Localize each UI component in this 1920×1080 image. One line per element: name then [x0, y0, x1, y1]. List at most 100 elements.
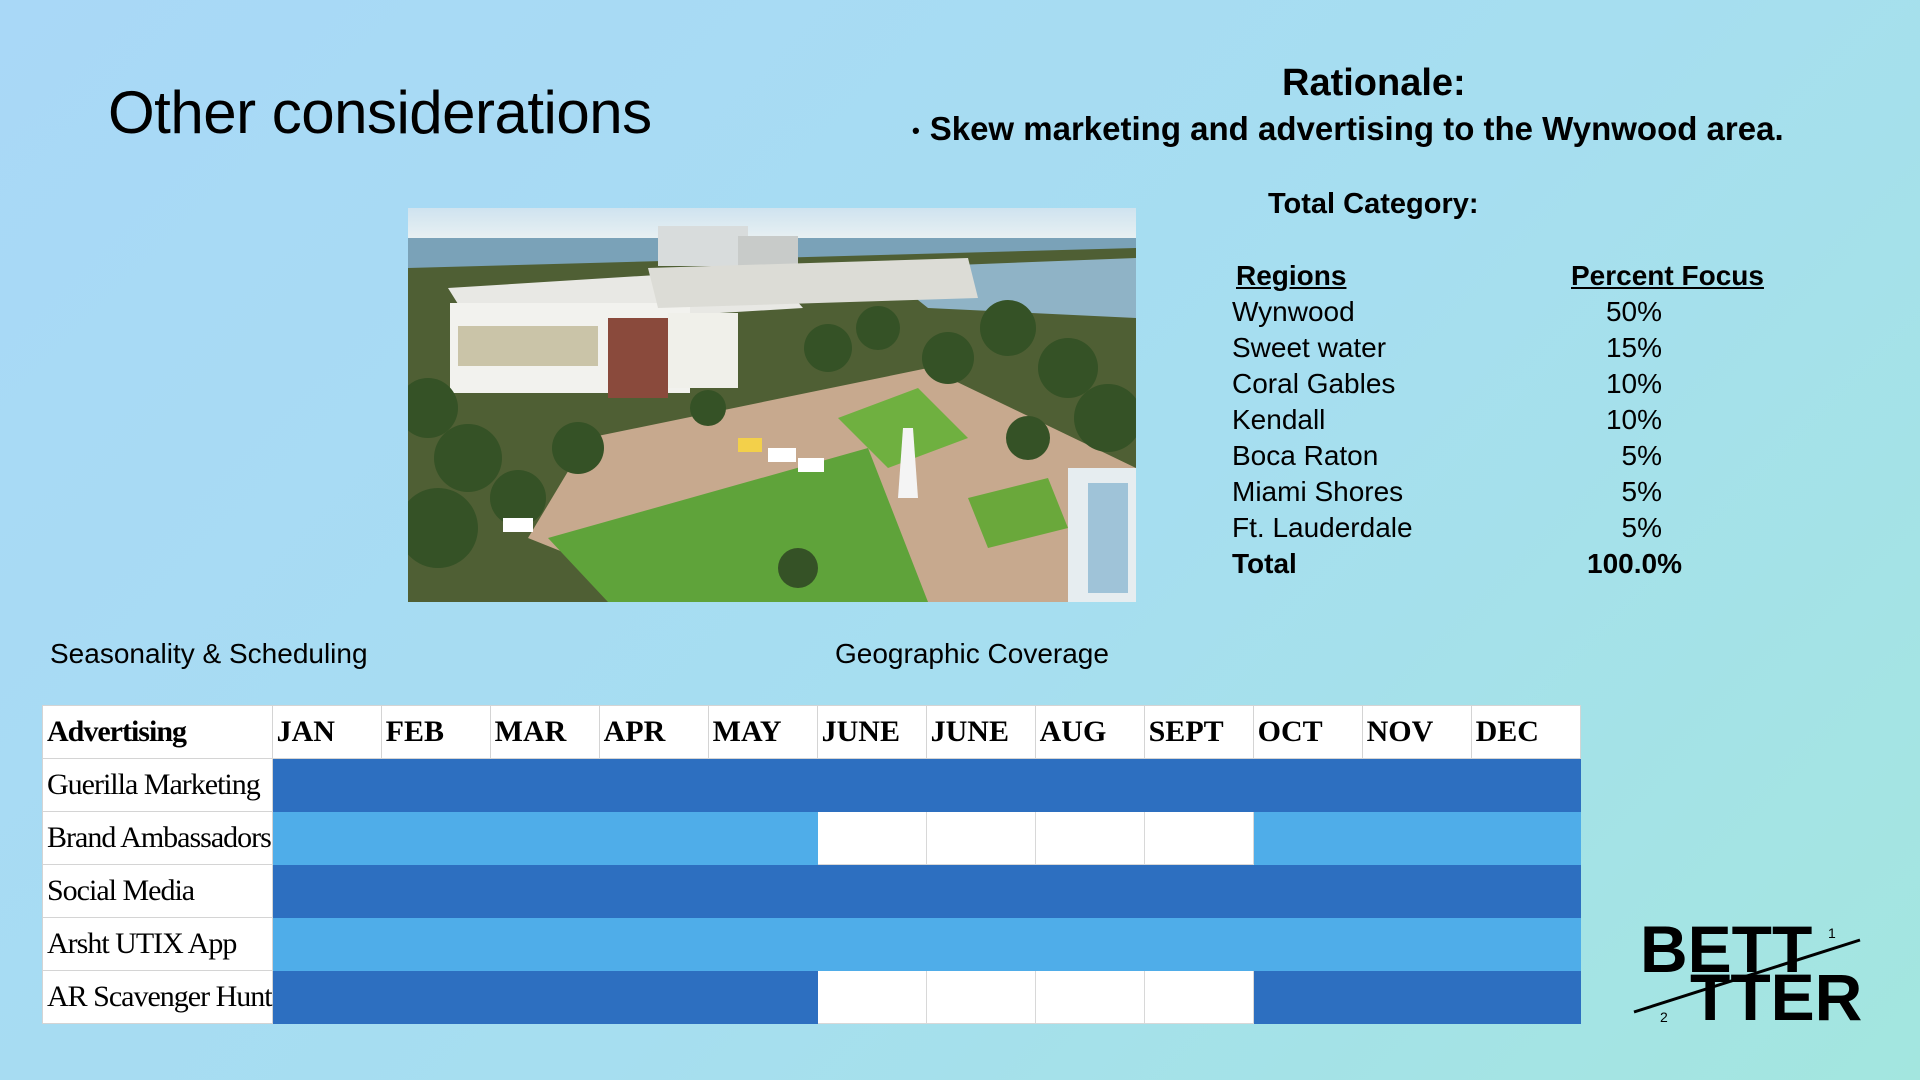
schedule-row: Arsht UTIX App: [42, 917, 1581, 971]
schedule-cell: [1361, 970, 1472, 1024]
region-row: Kendall 10%: [1232, 404, 1662, 435]
seasonality-label: Seasonality & Scheduling: [50, 638, 368, 669]
region-total-row: Total 100.0%: [1232, 548, 1682, 579]
schedule-cell: [1252, 864, 1363, 918]
month-header: AUG: [1034, 705, 1145, 759]
logo-sub-text: 2: [1660, 1009, 1668, 1025]
schedule-cell: [1361, 811, 1472, 865]
schedule-row: Guerilla Marketing: [42, 758, 1581, 812]
schedule-cell: [1470, 864, 1581, 918]
schedule-cell: [925, 917, 1036, 971]
regions-column-header: Regions: [1236, 260, 1347, 291]
schedule-cell: [598, 758, 709, 812]
region-row: Sweet water 15%: [1232, 332, 1662, 363]
schedule-cell: [1143, 970, 1254, 1024]
schedule-cell: [707, 970, 818, 1024]
region-row: Boca Raton 5%: [1232, 440, 1662, 471]
schedule-cell: [816, 811, 927, 865]
schedule-cell: [598, 970, 709, 1024]
month-header: DEC: [1470, 705, 1581, 759]
month-header: OCT: [1252, 705, 1363, 759]
schedule-cell: [380, 811, 491, 865]
schedule-cell: [489, 758, 600, 812]
month-header: MAR: [489, 705, 600, 759]
schedule-cell: [1361, 917, 1472, 971]
schedule-cell: [380, 970, 491, 1024]
schedule-table: Advertising JAN FEB MAR APR MAY JUNE JUNE AUG SEP…: [42, 705, 1581, 1024]
schedule-cell: [271, 970, 382, 1024]
schedule-cell: [271, 758, 382, 812]
schedule-cell: [1252, 811, 1363, 865]
schedule-cell: [1143, 811, 1254, 865]
month-header: JUNE: [816, 705, 927, 759]
schedule-cell: [925, 970, 1036, 1024]
schedule-cell: [598, 917, 709, 971]
schedule-cell: [707, 811, 818, 865]
schedule-cell: [816, 917, 927, 971]
schedule-cell: [816, 970, 927, 1024]
better-logo: BETT TTER 1 2: [1630, 912, 1866, 1034]
logo-bottom-text: TTER: [1690, 960, 1862, 1030]
schedule-cell: [1034, 864, 1145, 918]
region-row: Wynwood 50%: [1232, 296, 1662, 327]
schedule-cell: [1470, 917, 1581, 971]
better-logo-icon: BETT TTER 1 2: [1633, 912, 1862, 1034]
schedule-cell: [380, 864, 491, 918]
month-header: JUNE: [925, 705, 1036, 759]
schedule-cell: [1252, 970, 1363, 1024]
region-row: Coral Gables 10%: [1232, 368, 1662, 399]
percent-column-header: Percent Focus: [1571, 260, 1764, 291]
schedule-cell: [925, 864, 1036, 918]
schedule-cell: [598, 864, 709, 918]
schedule-cell: [380, 917, 491, 971]
schedule-row-label: Arsht UTIX App: [42, 917, 273, 971]
schedule-cell: [489, 811, 600, 865]
logo-top-text: BETT: [1640, 920, 1812, 986]
logo-sup-text: 1: [1828, 925, 1836, 941]
schedule-cell: [489, 864, 600, 918]
schedule-header-row: Advertising JAN FEB MAR APR MAY JUNE JUNE AUG SEP…: [42, 705, 1581, 759]
schedule-cell: [925, 758, 1036, 812]
schedule-row: Social Media: [42, 864, 1581, 918]
schedule-cell: [1034, 811, 1145, 865]
region-row: Ft. Lauderdale 5%: [1232, 512, 1662, 543]
schedule-cell: [271, 917, 382, 971]
month-header: SEPT: [1143, 705, 1254, 759]
rationale-text: Skew marketing and advertising to the Wy…: [929, 110, 1784, 147]
schedule-cell: [816, 758, 927, 812]
schedule-cell: [1252, 758, 1363, 812]
schedule-cell: [598, 811, 709, 865]
schedule-row: Brand Ambassadors: [42, 811, 1581, 865]
rationale-bullet: • Skew marketing and advertising to the W…: [912, 110, 1784, 148]
month-header: FEB: [380, 705, 491, 759]
schedule-cell: [1034, 758, 1145, 812]
schedule-cell: [1143, 917, 1254, 971]
schedule-cell: [271, 864, 382, 918]
schedule-cell: [1252, 917, 1363, 971]
campus-aerial-image: [408, 208, 1136, 602]
schedule-cell: [380, 758, 491, 812]
schedule-cell: [1034, 970, 1145, 1024]
schedule-cell: [1470, 758, 1581, 812]
schedule-row: AR Scavenger Hunt: [42, 970, 1581, 1024]
schedule-cell: [1470, 970, 1581, 1024]
schedule-cell: [925, 811, 1036, 865]
schedule-cell: [271, 811, 382, 865]
region-row: Miami Shores 5%: [1232, 476, 1662, 507]
total-category-label: Total Category:: [1268, 188, 1479, 220]
schedule-cell: [816, 864, 927, 918]
rationale-heading: Rationale:: [1282, 62, 1466, 104]
schedule-cell: [707, 864, 818, 918]
month-header: JAN: [271, 705, 382, 759]
schedule-cell: [1361, 758, 1472, 812]
schedule-cell: [707, 917, 818, 971]
schedule-cell: [1143, 758, 1254, 812]
geographic-coverage-label: Geographic Coverage: [835, 638, 1109, 669]
schedule-cell: [489, 970, 600, 1024]
schedule-cell: [1034, 917, 1145, 971]
schedule-corner-header: Advertising: [42, 705, 273, 759]
month-header: NOV: [1361, 705, 1472, 759]
month-header: APR: [598, 705, 709, 759]
schedule-cell: [489, 917, 600, 971]
month-header: MAY: [707, 705, 818, 759]
